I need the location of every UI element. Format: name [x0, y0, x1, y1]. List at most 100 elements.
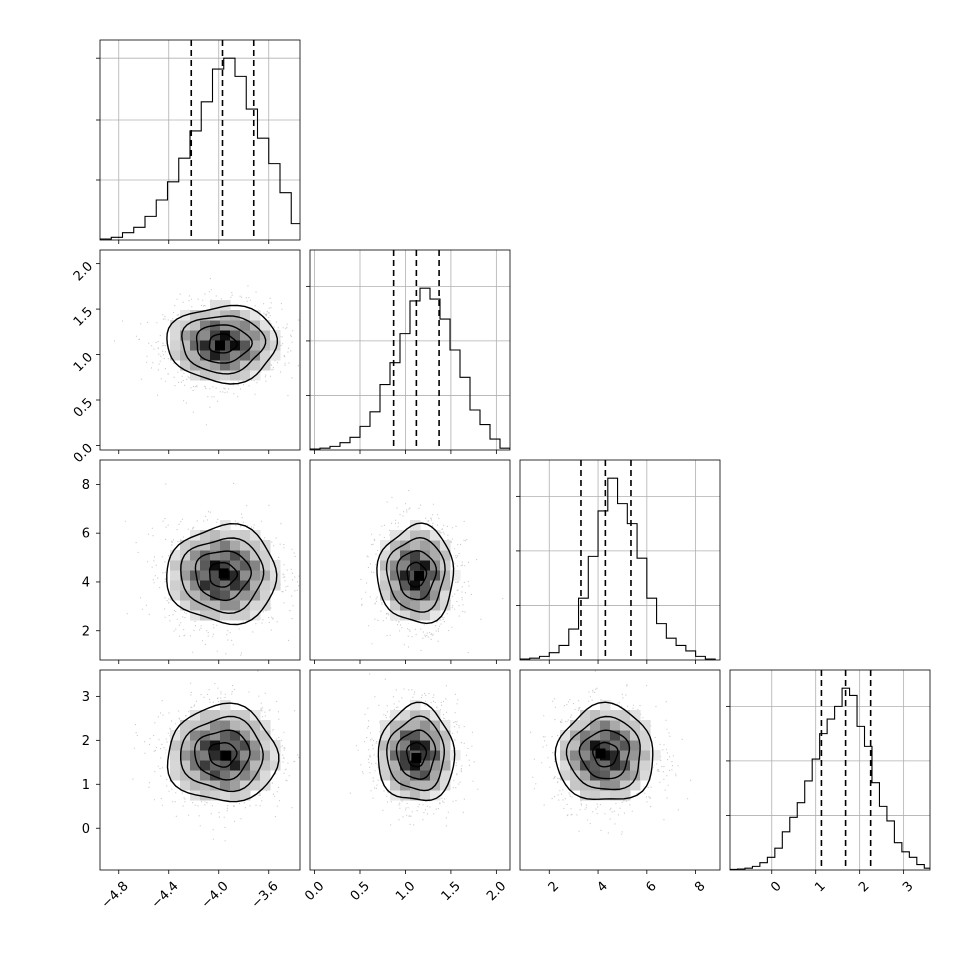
- x-tick-label-col3: 3: [900, 879, 916, 895]
- contour-line: [208, 741, 238, 768]
- density-cell: [640, 770, 651, 781]
- density-cell: [210, 720, 221, 731]
- density-cell: [400, 710, 411, 721]
- density-cell: [180, 560, 191, 571]
- density-cell: [260, 730, 271, 741]
- hist-frame: [519, 459, 721, 661]
- density-cell: [590, 760, 601, 771]
- density-cell: [380, 560, 391, 571]
- density-cell: [400, 580, 411, 591]
- density-cell: [230, 310, 241, 321]
- x-tick-label-col2: 6: [643, 879, 659, 895]
- density-cell: [630, 780, 641, 791]
- density-cell: [210, 750, 221, 761]
- density-cell: [610, 770, 621, 781]
- density-cell: [250, 570, 261, 581]
- density-cell: [250, 600, 261, 611]
- density-cell: [440, 750, 451, 761]
- density-cell: [200, 760, 211, 771]
- density-cell: [380, 590, 391, 601]
- density-frame: [99, 249, 301, 451]
- density-cell: [170, 590, 181, 601]
- density-cell: [210, 570, 221, 581]
- density-cell: [180, 580, 191, 591]
- density-cell: [240, 550, 251, 561]
- density-content: [114, 278, 300, 426]
- density-cell: [180, 540, 191, 551]
- density-cell: [250, 780, 261, 791]
- density-cell: [220, 740, 231, 751]
- density-cell: [270, 330, 281, 341]
- density-cell: [430, 790, 441, 801]
- density-cell: [180, 720, 191, 731]
- density-cell: [260, 740, 271, 751]
- density-cell: [420, 720, 431, 731]
- y-tick-label-row3: 2: [82, 734, 90, 749]
- density-cell: [170, 750, 181, 761]
- mode-cell: [215, 340, 225, 351]
- mode-cell: [221, 750, 232, 761]
- density-cell: [220, 600, 231, 611]
- density-cell: [250, 330, 261, 341]
- density-cell: [230, 760, 241, 771]
- density-cell: [590, 770, 601, 781]
- x-tick-label-col0: −3.6: [249, 879, 282, 912]
- y-tick-label-row2: 6: [82, 527, 90, 542]
- density-cell: [200, 530, 211, 541]
- density-cell: [200, 770, 211, 781]
- density-cell: [250, 550, 261, 561]
- density-cell: [380, 720, 391, 731]
- contour-line: [180, 537, 265, 615]
- density-cell: [170, 570, 181, 581]
- density-cell: [390, 770, 401, 781]
- density-cell: [210, 370, 221, 381]
- density-cell: [260, 350, 271, 361]
- density-cell: [250, 560, 261, 571]
- density-cell: [200, 330, 211, 341]
- density-cell: [230, 600, 241, 611]
- density-cell: [240, 600, 251, 611]
- density-cell: [210, 310, 221, 321]
- density-cell: [270, 340, 281, 351]
- density-cell: [190, 330, 201, 341]
- density-cell: [250, 340, 261, 351]
- y-tick-label-row3: 1: [82, 778, 90, 793]
- density-cell: [240, 590, 251, 601]
- density-cell: [210, 600, 221, 611]
- density-cell: [410, 780, 421, 791]
- density-cell: [420, 770, 431, 781]
- density-cell: [390, 610, 401, 621]
- density-cell: [610, 730, 621, 741]
- density-cell: [430, 710, 441, 721]
- density-cell: [390, 540, 401, 551]
- contour-line: [377, 701, 456, 802]
- density-cell: [420, 760, 431, 771]
- density-cell: [240, 330, 251, 341]
- density-cell: [170, 560, 181, 571]
- density-cell: [440, 580, 451, 591]
- density-cell: [400, 560, 411, 571]
- density-cell: [420, 730, 431, 741]
- density-cell: [220, 300, 231, 311]
- density-cell: [270, 760, 281, 771]
- density-cell: [200, 750, 211, 761]
- density-cell: [210, 300, 221, 311]
- density-cell: [190, 610, 201, 621]
- density-cell: [450, 570, 461, 581]
- density-cell: [400, 540, 411, 551]
- density-cell: [200, 310, 211, 321]
- density-cell: [190, 550, 201, 561]
- density-cell: [220, 350, 231, 361]
- density-cell: [240, 370, 251, 381]
- density-cell: [250, 350, 261, 361]
- contour-line: [578, 729, 631, 780]
- density-cell: [380, 740, 391, 751]
- density-cell: [590, 780, 601, 791]
- density-cell: [400, 770, 411, 781]
- density-cell: [200, 570, 211, 581]
- density-cell: [170, 770, 181, 781]
- density-cell: [410, 770, 421, 781]
- density-cell: [440, 550, 451, 561]
- density-cell: [600, 710, 611, 721]
- density-cell: [410, 550, 421, 561]
